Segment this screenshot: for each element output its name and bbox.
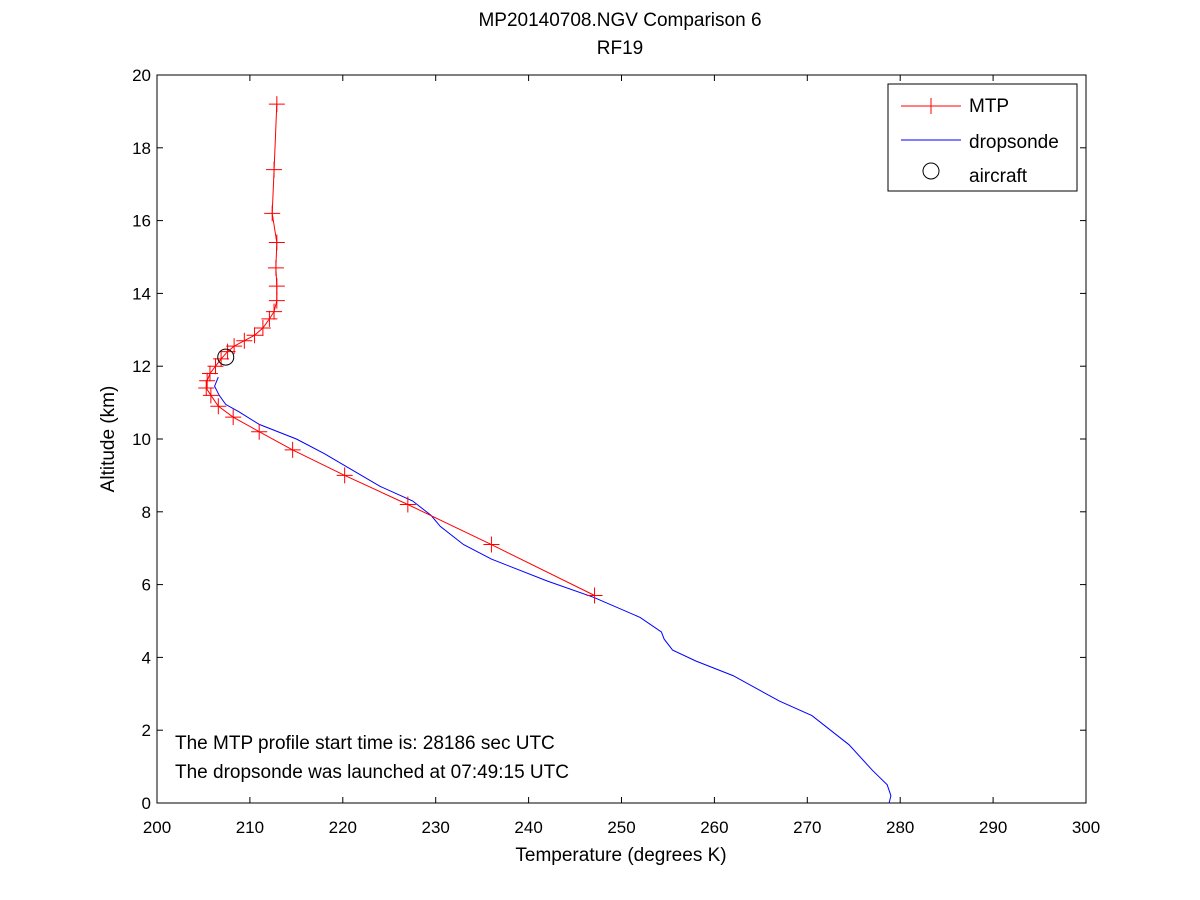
- data-point-mtp: [266, 161, 283, 178]
- data-point-mtp: [268, 96, 285, 113]
- axis-ticks: 200 210 220 230 240 250 260 270 280 290 300 0 2 4 6 8 10…: [132, 66, 1100, 837]
- legend-box: [887, 83, 1078, 192]
- annotation-dropsonde-launch: The dropsonde was launched at 07:49:15 U…: [175, 762, 569, 783]
- x-axis-label: Temperature (degrees K): [515, 845, 726, 866]
- chart-subtitle: RF19: [597, 38, 643, 59]
- y-tick-label: 4: [142, 648, 151, 667]
- x-tick-label: 260: [700, 818, 728, 837]
- y-tick-label: 12: [132, 357, 151, 376]
- x-tick-label: 300: [1072, 818, 1100, 837]
- y-tick-label: 18: [132, 139, 151, 158]
- legend-aircraft-label: aircraft: [969, 166, 1028, 187]
- x-tick-label: 200: [143, 818, 171, 837]
- x-tick-label: 280: [886, 818, 914, 837]
- data-point-mtp: [267, 259, 284, 276]
- legend: MTP dropsonde aircraft: [887, 83, 1078, 192]
- x-tick-label: 270: [793, 818, 821, 837]
- x-tick-label: 210: [236, 818, 264, 837]
- data-point-mtp: [225, 409, 242, 426]
- x-tick-label: 290: [979, 818, 1007, 837]
- y-tick-label: 16: [132, 212, 151, 231]
- data-point-mtp: [246, 327, 263, 344]
- data-point-mtp: [268, 278, 285, 295]
- data-point-aircraft: [217, 348, 235, 366]
- data-point-mtp: [202, 387, 219, 404]
- data-point-mtp: [226, 338, 243, 355]
- annotation-mtp-start: The MTP profile start time is: 28186 sec…: [175, 733, 555, 754]
- data-point-mtp: [268, 292, 285, 309]
- x-tick-label: 250: [607, 818, 635, 837]
- legend-aircraft-marker: [922, 162, 940, 180]
- x-tick-label: 240: [514, 818, 542, 837]
- data-point-mtp: [336, 467, 353, 484]
- data-point-mtp: [254, 319, 271, 336]
- x-tick-label: 220: [329, 818, 357, 837]
- legend-mtp-marker: [923, 98, 939, 114]
- data-point-mtp: [199, 372, 216, 389]
- data-point-mtp: [586, 587, 603, 604]
- y-tick-label: 2: [142, 721, 151, 740]
- y-axis-label: Altitude (km): [98, 386, 119, 493]
- chart-title: MP20140708.NGV Comparison 6: [478, 10, 761, 31]
- y-tick-label: 6: [142, 576, 151, 595]
- data-point-mtp: [399, 496, 416, 513]
- data-point-mtp: [210, 398, 227, 415]
- y-tick-label: 8: [142, 503, 151, 522]
- data-point-mtp: [251, 423, 268, 440]
- series-line-mtp: [205, 104, 595, 596]
- data-point-mtp: [198, 380, 215, 397]
- data-point-mtp: [236, 332, 253, 349]
- legend-mtp-label: MTP: [969, 96, 1009, 117]
- y-tick-label: 14: [132, 284, 151, 303]
- data-point-mtp: [261, 310, 278, 327]
- data-point-mtp: [268, 234, 285, 251]
- y-tick-label: 0: [142, 794, 151, 813]
- data-point-mtp: [264, 205, 281, 222]
- data-point-mtp: [284, 441, 301, 458]
- x-tick-label: 230: [422, 818, 450, 837]
- data-point-mtp: [213, 350, 230, 367]
- data-point-mtp: [266, 303, 283, 320]
- series-layer: [198, 96, 892, 804]
- y-tick-label: 10: [132, 430, 151, 449]
- y-tick-label: 20: [132, 66, 151, 85]
- legend-dropsonde-label: dropsonde: [969, 132, 1059, 153]
- plot-area: [156, 74, 1087, 804]
- series-line-dropsonde: [214, 376, 892, 804]
- data-point-mtp: [483, 536, 500, 553]
